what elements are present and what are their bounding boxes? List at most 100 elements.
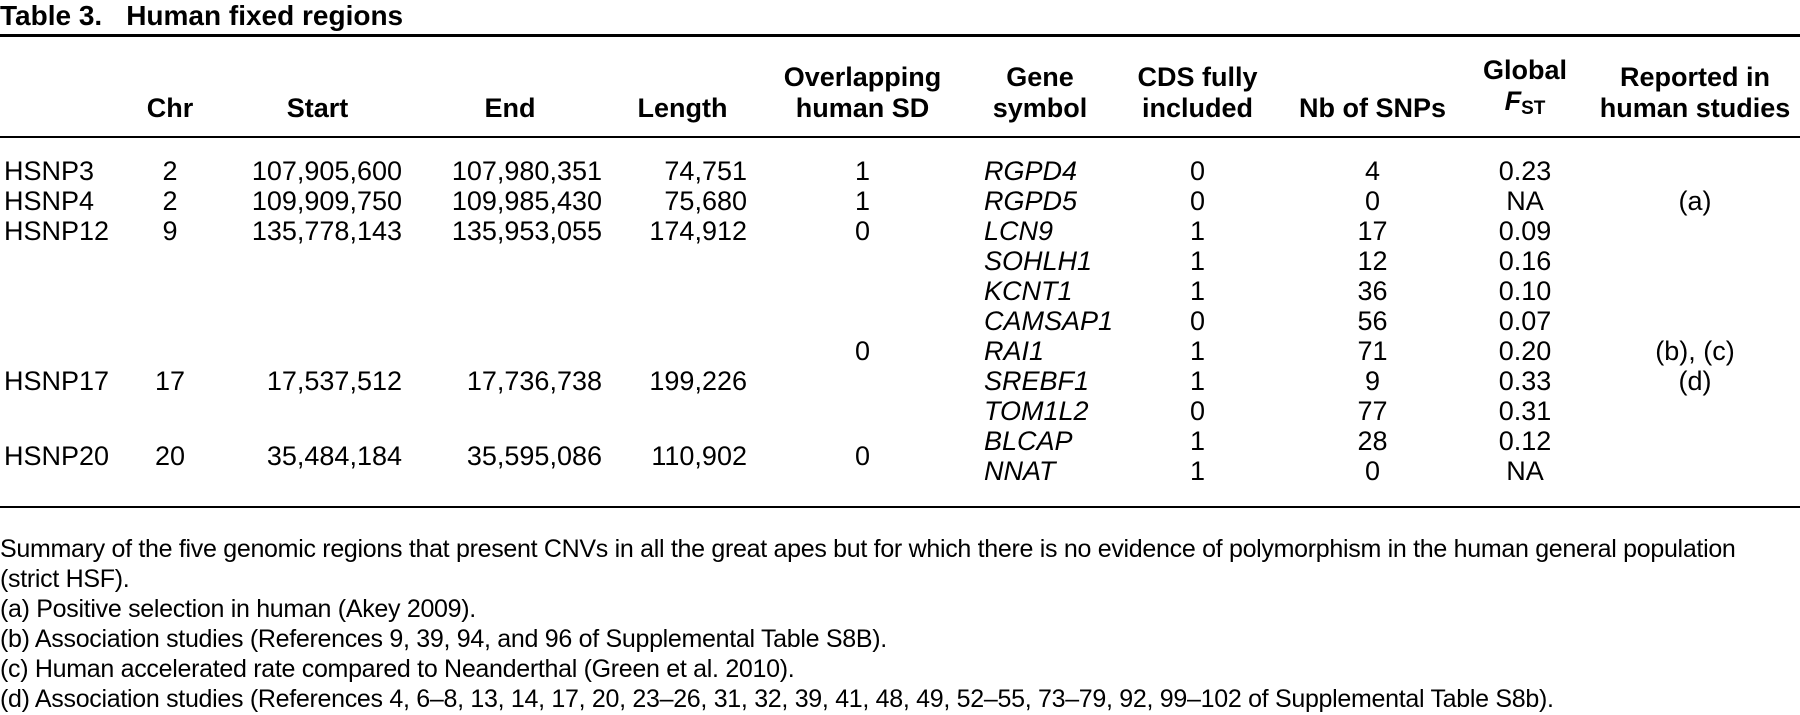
col-header-chr: Chr	[115, 37, 225, 137]
table-row: 0 RAI1 1 71 0.20 (b), (c)	[0, 336, 1800, 366]
cell-gene-symbol: RGPD5	[984, 186, 1078, 216]
cell-start	[225, 276, 410, 306]
cell-end: 107,980,351	[451, 156, 602, 186]
table-head: Chr Start End Length Overlapping human S…	[0, 37, 1800, 137]
fst-subscript: ST	[1521, 98, 1546, 119]
col-header-end: End	[410, 37, 610, 137]
cell-end	[410, 306, 610, 336]
cell-reported: (a)	[1678, 186, 1712, 216]
table-row: HSNP4 2 109,909,750 109,985,430 75,680 1…	[0, 186, 1800, 216]
cell-gene-symbol: SREBF1	[984, 366, 1090, 396]
cell-start: 35,484,184	[266, 441, 402, 471]
cell-end	[410, 396, 610, 426]
header-line: Global	[1482, 55, 1567, 85]
cell-start	[225, 396, 410, 426]
table-footnotes: Summary of the five genomic regions that…	[0, 534, 1800, 714]
table-row: SOHLH1 1 12 0.16	[0, 246, 1800, 276]
cell-nb-snps: 0	[1364, 186, 1381, 216]
cell-gene-symbol: KCNT1	[984, 276, 1073, 306]
cell-overlapping-sd	[755, 276, 970, 306]
col-header-reported-in-human-studies: Reported in human studies	[1590, 37, 1800, 137]
cell-reported: (d)	[1678, 366, 1712, 396]
cell-gene-symbol: CAMSAP1	[984, 306, 1114, 336]
cell-end: 35,595,086	[466, 441, 602, 471]
header-line: human studies	[1599, 93, 1791, 123]
table-row: TOM1L2 0 77 0.31	[0, 396, 1800, 426]
table-row: KCNT1 1 36 0.10	[0, 276, 1800, 306]
header-line: Start	[286, 93, 349, 123]
cell-cds-included: 1	[1189, 336, 1206, 366]
cell-cds-included: 0	[1189, 156, 1206, 186]
cell-region: HSNP12	[4, 216, 110, 246]
col-header-nb-of-snps: Nb of SNPs	[1285, 37, 1460, 137]
cell-region: HSNP17	[4, 366, 110, 396]
cell-overlapping-sd: 0	[854, 336, 871, 366]
cell-overlapping-sd: 0	[854, 441, 871, 471]
table-caption: Human fixed regions	[126, 0, 404, 31]
cell-reported	[1590, 396, 1800, 426]
cell-cds-included: 1	[1189, 246, 1206, 276]
footnote-c: (c) Human accelerated rate compared to N…	[0, 655, 795, 683]
cell-start	[225, 306, 410, 336]
cell-overlapping-sd: 1	[854, 186, 871, 216]
cell-length: 75,680	[664, 186, 747, 216]
col-header-gene-symbol: Gene symbol	[970, 37, 1110, 137]
cell-start: 109,909,750	[251, 186, 402, 216]
cell-cds-included: 1	[1189, 366, 1206, 396]
cell-global-fst: 0.16	[1498, 246, 1552, 276]
table-row: HSNP20 20 35,484,184 35,595,086 110,902 …	[0, 426, 1800, 471]
cell-chr: 2	[162, 156, 178, 186]
cell-end	[410, 276, 610, 306]
cell-end: 109,985,430	[451, 186, 602, 216]
cell-start: 107,905,600	[251, 156, 402, 186]
table-row: HSNP3 2 107,905,600 107,980,351 74,751 1…	[0, 137, 1800, 186]
footnote-b: (b) Association studies (References 9, 3…	[0, 625, 887, 653]
cell-global-fst: NA	[1506, 456, 1544, 486]
footnote-d: (d) Association studies (References 4, 6…	[0, 685, 1554, 713]
human-fixed-regions-table: Chr Start End Length Overlapping human S…	[0, 37, 1800, 486]
cell-nb-snps: 56	[1357, 306, 1388, 336]
cell-length: 174,912	[649, 216, 747, 246]
cell-length	[610, 336, 755, 366]
col-header-length: Length	[610, 37, 755, 137]
cell-nb-snps: 4	[1364, 156, 1381, 186]
cell-gene-symbol: LCN9	[984, 216, 1054, 246]
cell-nb-snps: 12	[1357, 246, 1388, 276]
cell-global-fst: 0.07	[1498, 306, 1552, 336]
cell-chr: 9	[162, 216, 178, 246]
cell-reported	[1590, 456, 1800, 486]
cell-cds-included: 1	[1189, 216, 1206, 246]
cell-chr: 2	[162, 186, 178, 216]
cell-gene-symbol: RGPD4	[984, 156, 1078, 186]
cell-length: 110,902	[651, 441, 747, 471]
cell-global-fst: 0.31	[1498, 396, 1552, 426]
cell-chr	[115, 246, 225, 276]
table-row: NNAT 1 0 NA	[0, 456, 1800, 486]
footnote-summary: Summary of the five genomic regions that…	[0, 535, 1736, 593]
cell-cds-included: 1	[1189, 276, 1206, 306]
table-frame: Chr Start End Length Overlapping human S…	[0, 34, 1800, 508]
cell-overlapping-sd	[755, 366, 970, 396]
cell-cds-included: 0	[1189, 396, 1206, 426]
cell-nb-snps: 28	[1357, 426, 1388, 456]
header-line: included	[1141, 93, 1253, 123]
col-header-global-fst: Global FST	[1460, 37, 1590, 137]
cell-region	[0, 396, 115, 426]
cell-length	[610, 396, 755, 426]
cell-end: 17,736,738	[466, 366, 602, 396]
cell-start: 135,778,143	[251, 216, 402, 246]
col-header-cds-fully-included: CDS fully included	[1110, 37, 1285, 137]
cell-cds-included: 1	[1189, 456, 1206, 486]
cell-gene-symbol: SOHLH1	[984, 246, 1093, 276]
cell-nb-snps: 77	[1357, 396, 1388, 426]
header-line: Nb of SNPs	[1298, 93, 1446, 123]
cell-chr	[115, 276, 225, 306]
cell-region: HSNP3	[4, 156, 95, 186]
cell-global-fst: NA	[1506, 186, 1544, 216]
cell-chr	[115, 396, 225, 426]
header-line: human SD	[795, 93, 930, 123]
cell-length	[610, 246, 755, 276]
cell-chr: 17	[154, 366, 186, 396]
cell-nb-snps: 17	[1357, 216, 1388, 246]
cell-reported	[1590, 426, 1800, 456]
